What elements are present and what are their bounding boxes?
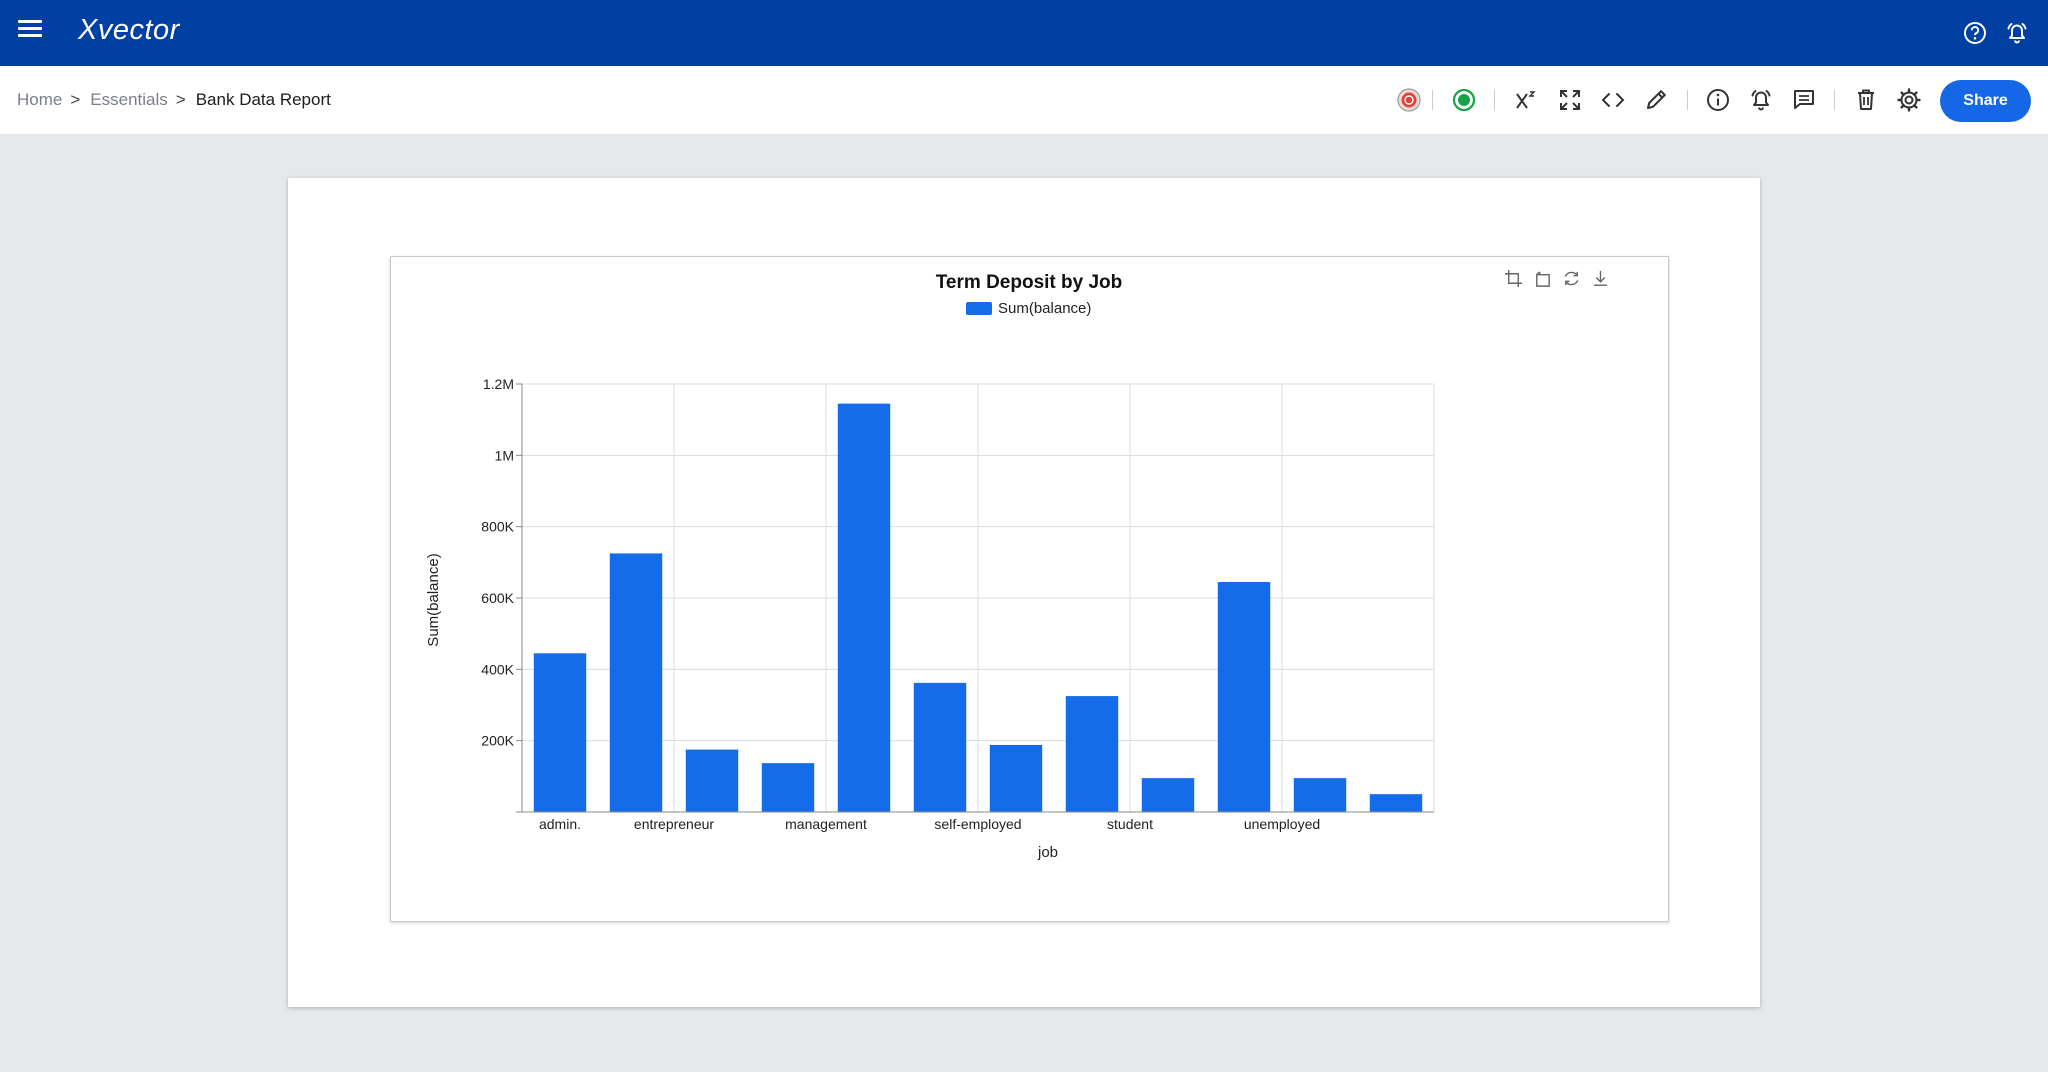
bar-technician xyxy=(1217,581,1271,812)
y-tick-label: 600K xyxy=(481,590,514,606)
y-axis-label: Sum(balance) xyxy=(425,553,442,646)
x-axis-label: job xyxy=(1037,844,1058,861)
zoom-select-icon[interactable] xyxy=(1504,269,1523,288)
bar-unknown xyxy=(1369,794,1423,812)
bar-student xyxy=(1141,778,1195,812)
user-avatar-icon[interactable] xyxy=(1395,86,1423,114)
info-icon[interactable] xyxy=(1704,86,1732,114)
y-tick-label: 1.2M xyxy=(483,376,514,392)
bar-self-employed xyxy=(989,744,1043,812)
bar-services xyxy=(1065,696,1119,812)
y-tick-label: 1M xyxy=(495,447,514,463)
toolbar-divider xyxy=(1687,90,1688,110)
breadcrumb-separator: > xyxy=(175,90,186,109)
breadcrumb-essentials[interactable]: Essentials xyxy=(90,90,168,109)
bar-management xyxy=(837,403,891,812)
help-icon[interactable] xyxy=(1961,19,1989,47)
bar-unemployed xyxy=(1293,778,1347,812)
alert-bell-icon[interactable] xyxy=(1747,86,1775,114)
legend-label: Sum(balance) xyxy=(998,300,1091,317)
chart-title: Term Deposit by Job xyxy=(936,272,1123,293)
chart-bars xyxy=(533,403,1423,812)
breadcrumb-current-page: Bank Data Report xyxy=(195,90,331,109)
refresh-icon[interactable] xyxy=(1562,269,1581,288)
toolbar-divider xyxy=(1494,90,1495,110)
toolbar-divider xyxy=(1432,90,1433,110)
x-tick-label: admin. xyxy=(539,816,581,832)
share-button[interactable]: Share xyxy=(1940,80,2031,122)
x-tick-label: student xyxy=(1107,816,1153,832)
chart-axes: 200K 400K 600K 800K 1M 1.2M admin. entrepreneur… xyxy=(481,376,1434,832)
comments-icon[interactable] xyxy=(1790,86,1818,114)
y-tick-label: 200K xyxy=(481,733,514,749)
edit-pencil-icon[interactable] xyxy=(1642,86,1670,114)
x-tick-label: entrepreneur xyxy=(634,816,715,832)
bar-admin- xyxy=(533,653,587,812)
hamburger-menu-icon[interactable] xyxy=(18,20,42,44)
y-tick-label: 800K xyxy=(481,519,514,535)
x-tick-label: self-employed xyxy=(934,816,1021,832)
bar-chart: Term Deposit by Job Sum(balance) 200K 400… xyxy=(425,272,1435,861)
bar-housemaid xyxy=(761,763,815,812)
chart-card-actions xyxy=(1504,269,1610,288)
notifications-bell-icon[interactable] xyxy=(2003,19,2031,47)
code-icon[interactable] xyxy=(1599,86,1627,114)
zoom-reset-icon[interactable] xyxy=(1533,269,1552,288)
legend-swatch xyxy=(966,302,992,315)
formula-icon[interactable] xyxy=(1512,86,1540,114)
top-app-bar: Xvector xyxy=(0,0,2048,66)
download-icon[interactable] xyxy=(1591,269,1610,288)
fullscreen-icon[interactable] xyxy=(1556,86,1584,114)
chart-card: Term Deposit by Job Sum(balance) 200K 400… xyxy=(390,256,1669,922)
report-toolbar: Home > Essentials > Bank Data Report xyxy=(0,66,2048,134)
breadcrumb: Home > Essentials > Bank Data Report xyxy=(17,90,331,110)
bar-entrepreneur xyxy=(685,749,739,812)
settings-gear-icon[interactable] xyxy=(1895,86,1923,114)
bar-blue-collar xyxy=(609,553,663,812)
x-tick-label: unemployed xyxy=(1244,816,1320,832)
breadcrumb-separator: > xyxy=(70,90,81,109)
y-tick-label: 400K xyxy=(481,661,514,677)
toolbar-divider xyxy=(1834,90,1835,110)
app-logo[interactable]: Xvector xyxy=(78,14,180,46)
delete-trash-icon[interactable] xyxy=(1852,86,1880,114)
live-status-icon[interactable] xyxy=(1450,86,1478,114)
x-tick-label: management xyxy=(785,816,867,832)
breadcrumb-home[interactable]: Home xyxy=(17,90,63,109)
bar-retired xyxy=(913,682,967,812)
